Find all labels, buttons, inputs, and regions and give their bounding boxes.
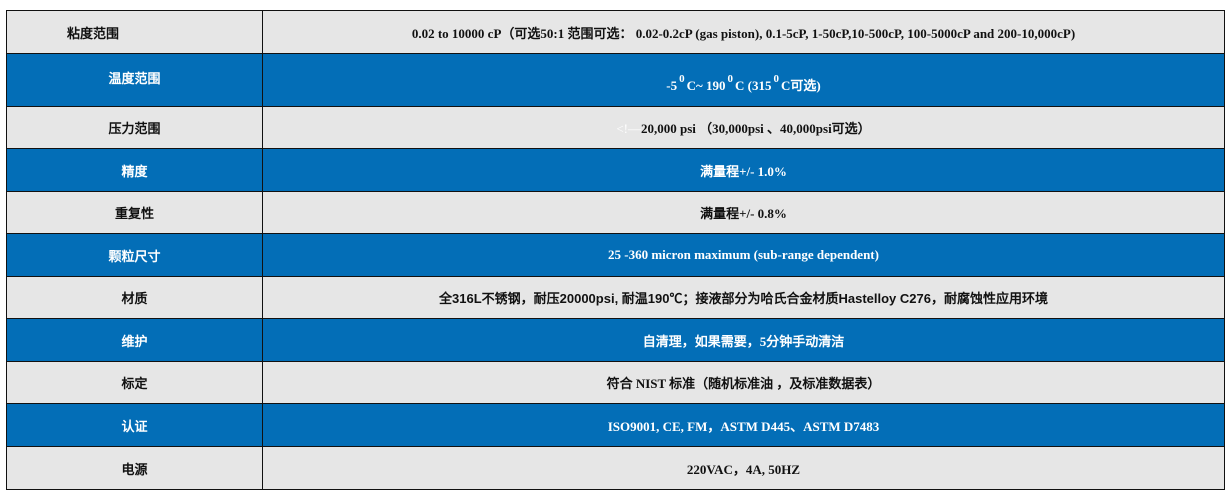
- label: 认证: [6, 403, 263, 447]
- row-repeatability: 重复性 满量程+/- 0.8%: [6, 191, 1225, 234]
- t4: C可选): [781, 77, 821, 93]
- label: 精度: [6, 148, 263, 192]
- row-accuracy: 精度 满量程+/- 1.0%: [6, 148, 1225, 192]
- value: <!—20,000 psi （30,000psi 、40,000psi可选）: [262, 106, 1225, 149]
- row-pressure: 压力范围 <!—20,000 psi （30,000psi 、40,000psi可…: [6, 106, 1225, 149]
- label: 粘度范围: [6, 10, 263, 54]
- degree: 0: [679, 73, 685, 86]
- t3: C (315: [735, 77, 772, 93]
- value: 0.02 to 10000 cP（可选50:1 范围可选： 0.02-0.2cP…: [262, 10, 1225, 54]
- degree: 0: [727, 73, 734, 86]
- label: 材质: [6, 276, 263, 319]
- value-text: 20,000 psi （30,000psi 、40,000psi可选）: [640, 121, 871, 136]
- value: 25 -360 micron maximum (sub-range depend…: [262, 233, 1225, 277]
- label: 电源: [6, 446, 263, 490]
- row-power: 电源 220VAC，4A, 50HZ: [6, 446, 1225, 490]
- label: 温度范围: [6, 53, 263, 107]
- spec-table: 粘度范围 0.02 to 10000 cP（可选50:1 范围可选： 0.02-0…: [6, 10, 1225, 490]
- t2: C~ 190: [686, 77, 726, 93]
- value: -5 0 C~ 190 0 C (315 0 C可选): [262, 53, 1225, 107]
- value: 符合 NIST 标准（随机标准油 ，及标准数据表）: [262, 361, 1225, 404]
- comment-prefix: <!—: [616, 121, 641, 136]
- row-calibration: 标定 符合 NIST 标准（随机标准油 ，及标准数据表）: [6, 361, 1225, 404]
- label: 压力范围: [6, 106, 263, 149]
- row-material: 材质 全316L不锈钢，耐压20000psi, 耐温190℃；接液部分为哈氏合金材…: [6, 276, 1225, 319]
- label: 颗粒尺寸: [6, 233, 263, 277]
- label: 维护: [6, 318, 263, 362]
- row-temperature: 温度范围 -5 0 C~ 190 0 C (315 0 C可选): [6, 53, 1225, 107]
- value: 全316L不锈钢，耐压20000psi, 耐温190℃；接液部分为哈氏合金材质H…: [262, 276, 1225, 319]
- value: ISO9001, CE, FM，ASTM D445、ASTM D7483: [262, 403, 1225, 447]
- row-particle-size: 颗粒尺寸 25 -360 micron maximum (sub-range de…: [6, 233, 1225, 277]
- row-certification: 认证 ISO9001, CE, FM，ASTM D445、ASTM D7483: [6, 403, 1225, 447]
- label: 重复性: [6, 191, 263, 234]
- degree: 0: [773, 73, 780, 86]
- label: 标定: [6, 361, 263, 404]
- value: 220VAC，4A, 50HZ: [262, 446, 1225, 490]
- value: 满量程+/- 0.8%: [262, 191, 1225, 234]
- t1: -5: [666, 77, 678, 93]
- row-viscosity: 粘度范围 0.02 to 10000 cP（可选50:1 范围可选： 0.02-0…: [6, 10, 1225, 54]
- value: 自清理，如果需要，5分钟手动清洁: [262, 318, 1225, 362]
- value: 满量程+/- 1.0%: [262, 148, 1225, 192]
- row-maintenance: 维护 自清理，如果需要，5分钟手动清洁: [6, 318, 1225, 362]
